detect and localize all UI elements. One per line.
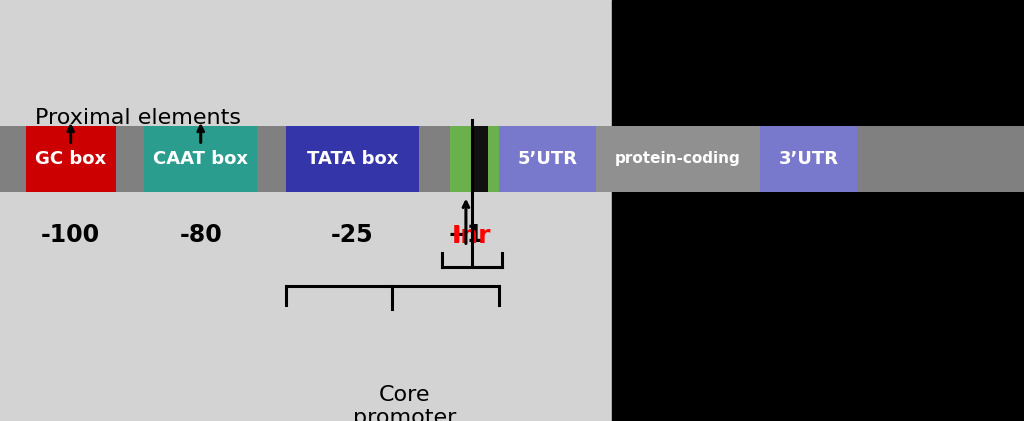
Bar xyxy=(450,126,472,192)
Text: Inr: Inr xyxy=(452,224,490,248)
Text: -25: -25 xyxy=(331,223,374,247)
Bar xyxy=(0,126,26,192)
Bar xyxy=(612,0,1024,421)
Bar xyxy=(857,126,1024,192)
Text: +1: +1 xyxy=(447,223,484,247)
Text: -100: -100 xyxy=(41,223,100,247)
Bar xyxy=(596,126,760,192)
Text: GC box: GC box xyxy=(35,150,106,168)
Text: Proximal elements: Proximal elements xyxy=(35,108,242,128)
Bar xyxy=(760,126,857,192)
Text: TATA box: TATA box xyxy=(306,150,398,168)
Text: 3’UTR: 3’UTR xyxy=(778,150,839,168)
Bar xyxy=(286,126,419,192)
Bar xyxy=(419,126,450,192)
Text: Core
promoter: Core promoter xyxy=(353,385,456,421)
Bar xyxy=(488,126,499,192)
Text: CAAT box: CAAT box xyxy=(154,150,248,168)
Bar xyxy=(116,126,144,192)
Bar xyxy=(472,126,488,192)
Bar xyxy=(499,126,596,192)
Text: -80: -80 xyxy=(179,223,222,247)
Text: protein-coding: protein-coding xyxy=(615,152,740,166)
Bar xyxy=(257,126,286,192)
Bar xyxy=(0,0,612,421)
Bar xyxy=(26,126,116,192)
Text: 5’UTR: 5’UTR xyxy=(517,150,578,168)
Bar xyxy=(144,126,257,192)
